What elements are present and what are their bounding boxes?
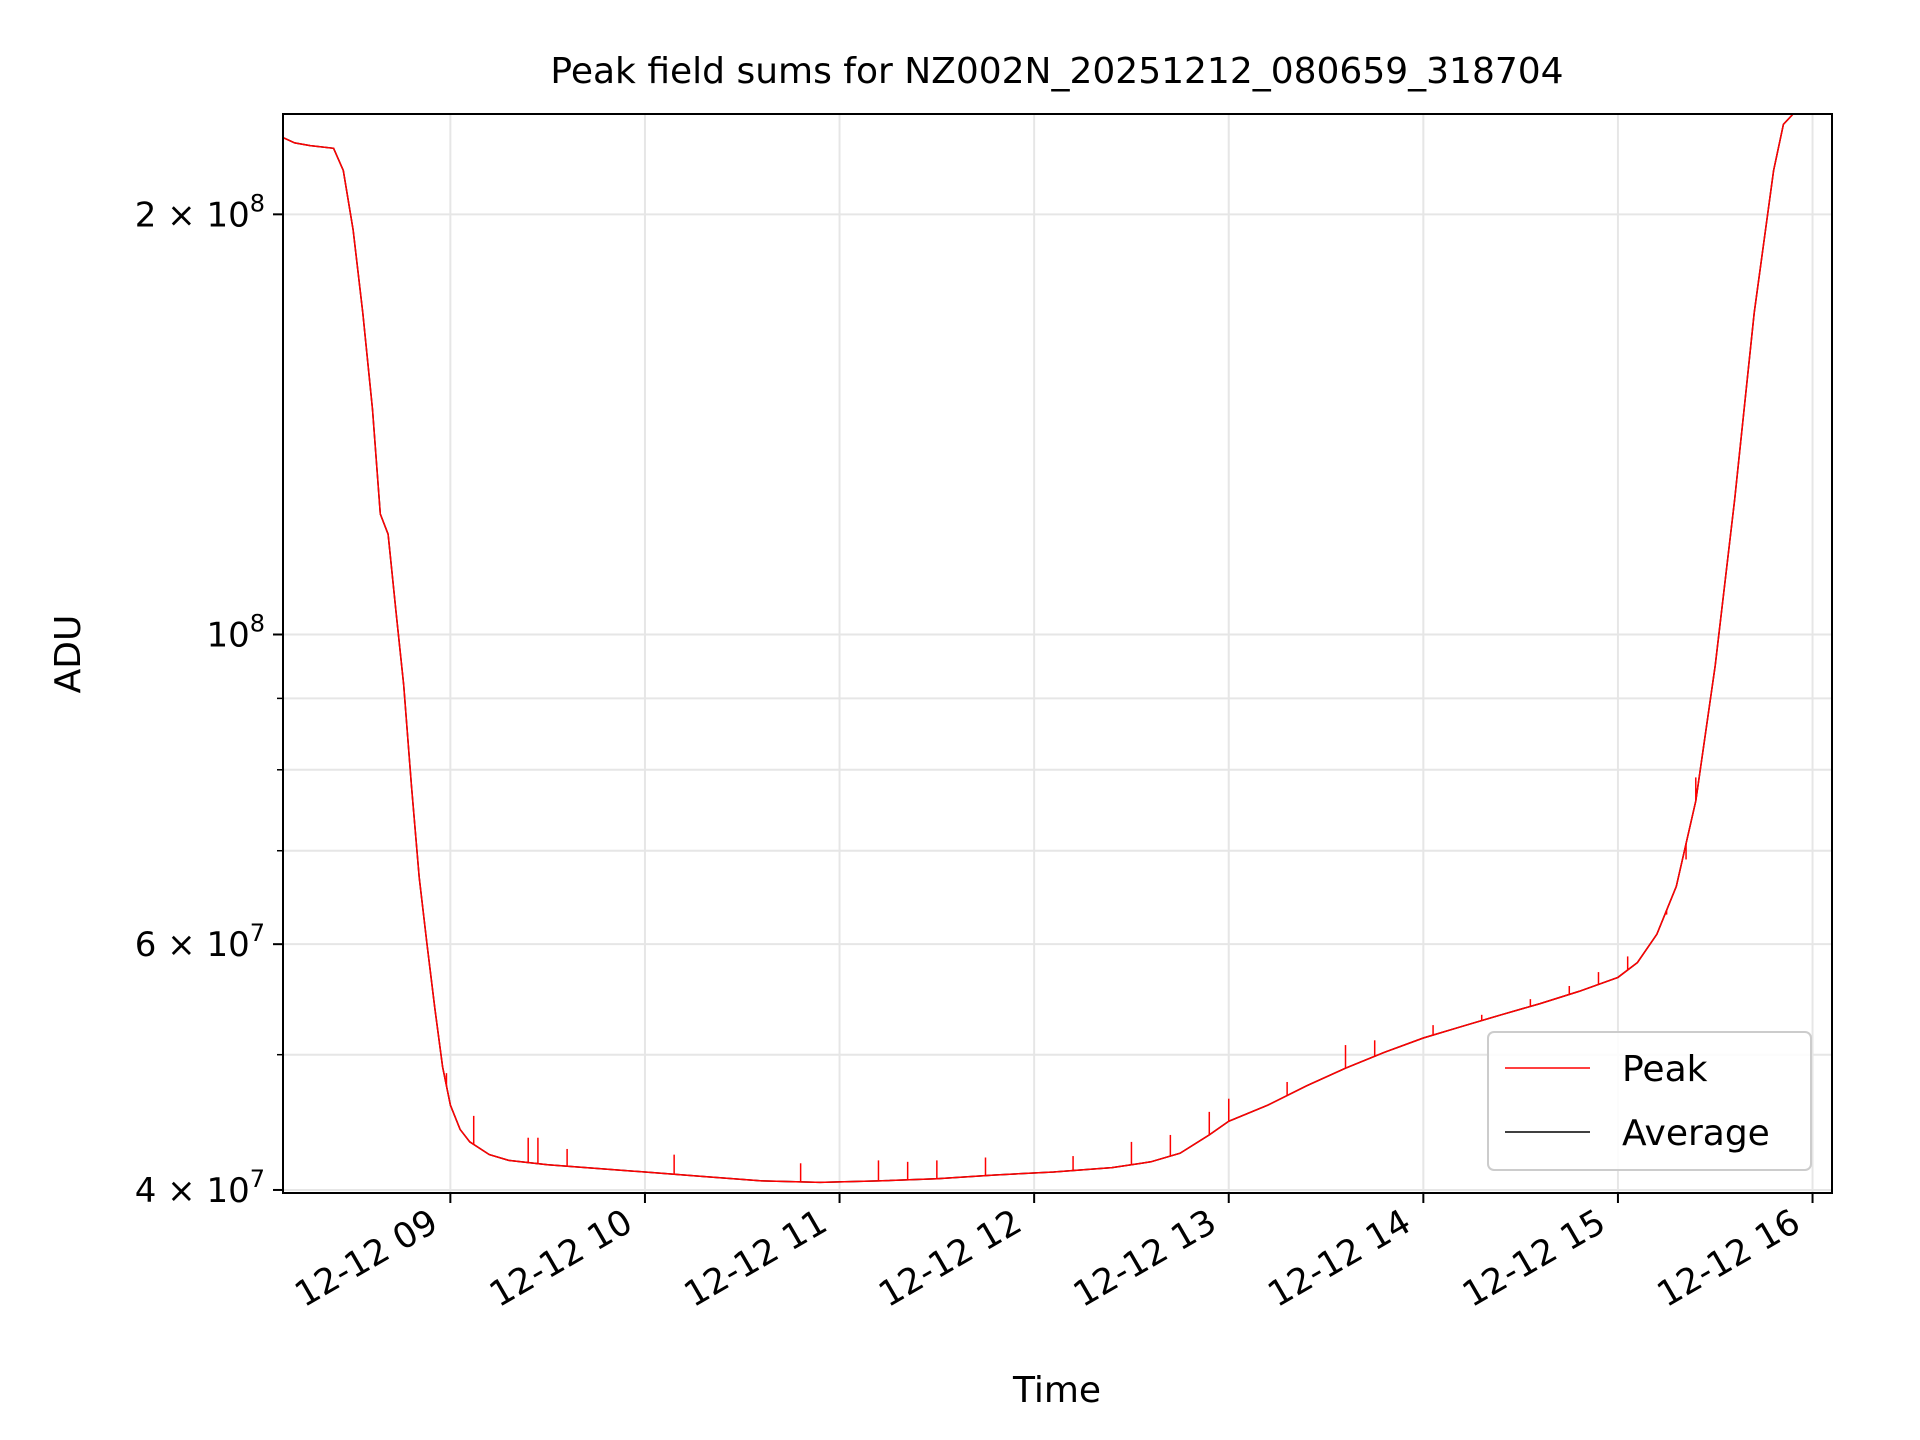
legend: Peak Average (1487, 1031, 1812, 1171)
legend-box (1487, 1031, 1812, 1171)
plot-frame (282, 113, 1833, 1194)
y-axis-label: ADU (48, 615, 89, 694)
chart-title: Peak field sums for NZ002N_20251212_0806… (550, 51, 1563, 92)
series-peak (282, 113, 1832, 1184)
y-tick-label-3: 2 × 108 (135, 189, 265, 235)
legend-peak-label: Peak (1622, 1049, 1708, 1090)
y-tick-label-2: 108 (206, 610, 265, 656)
y-axis: 4 × 107 6 × 107 108 2 × 108 (135, 189, 283, 1211)
y-tick-label-1: 6 × 107 (135, 919, 265, 965)
y-tick-label-0: 4 × 107 (135, 1165, 265, 1211)
x-axis-label: Time (1012, 1370, 1101, 1411)
legend-average-label: Average (1622, 1113, 1770, 1154)
